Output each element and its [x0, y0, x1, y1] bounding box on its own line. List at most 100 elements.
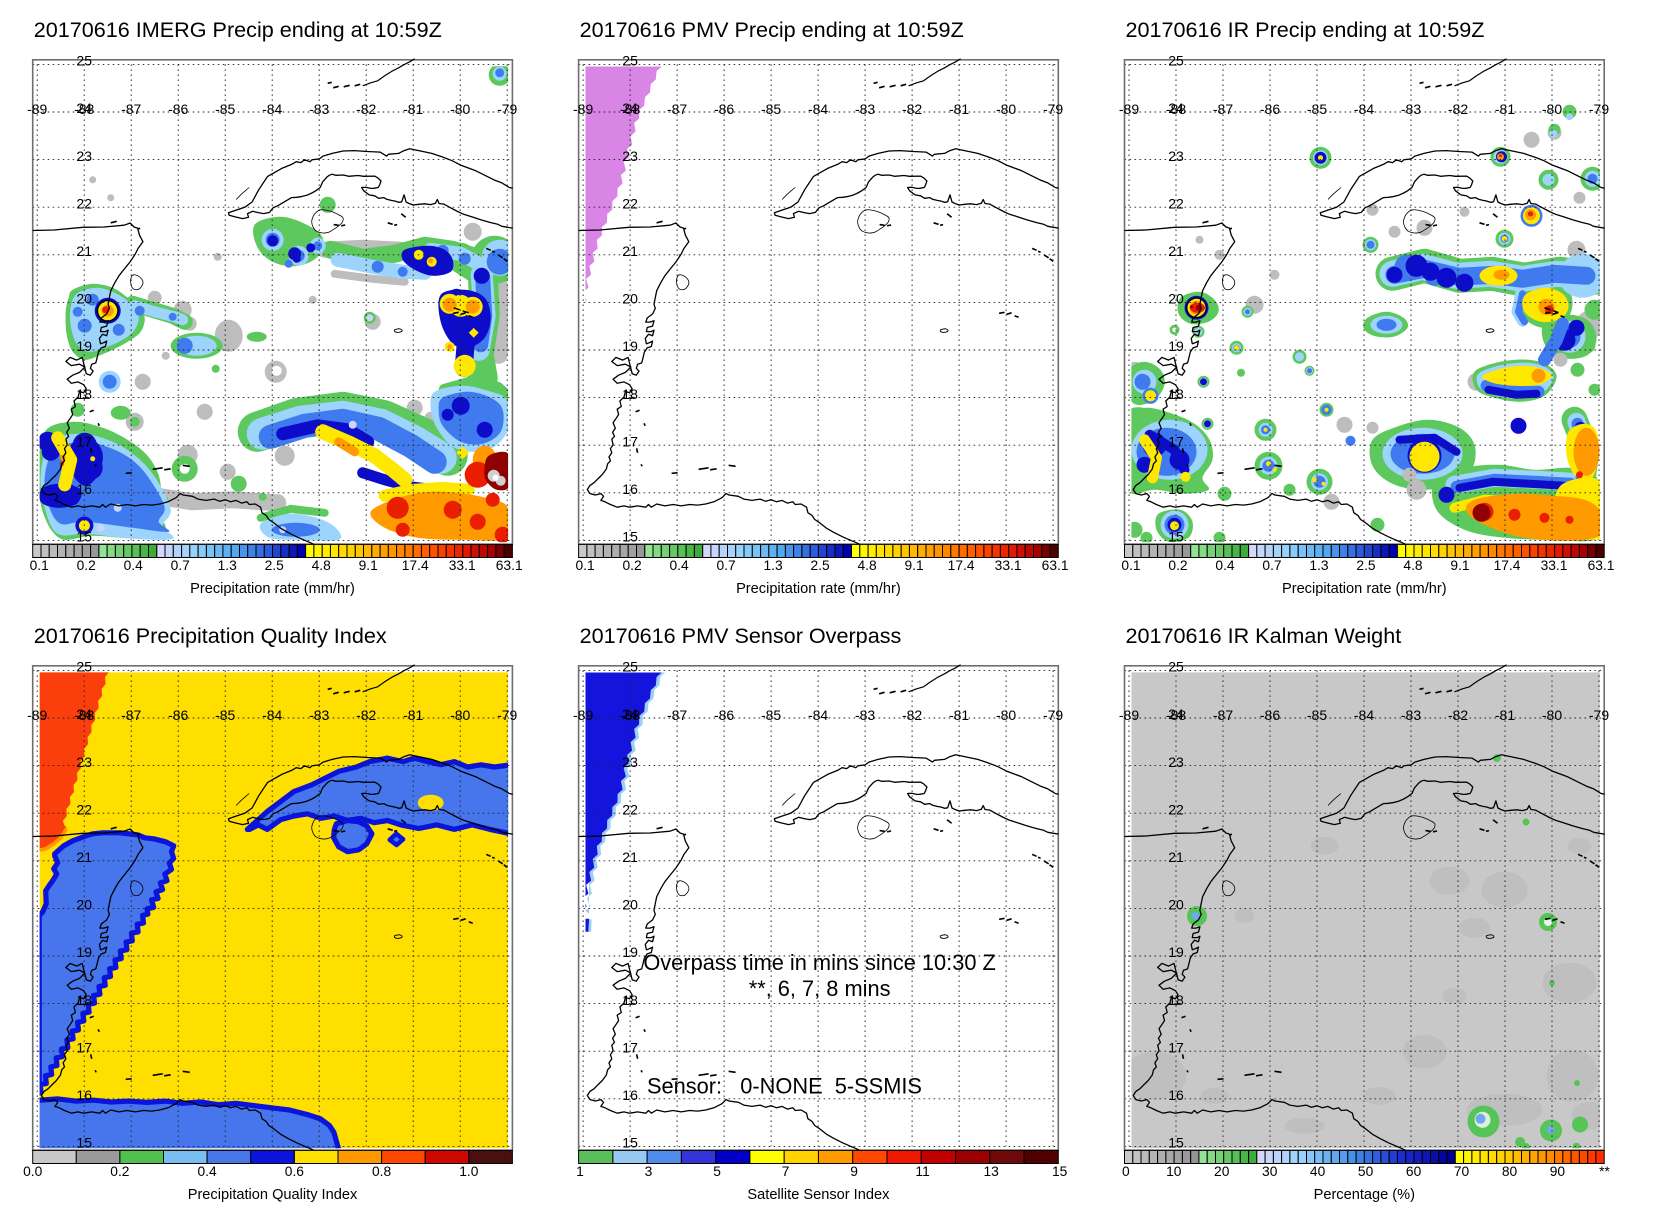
svg-text:18: 18	[622, 992, 638, 1008]
svg-text:25: 25	[622, 659, 638, 675]
svg-text:-79: -79	[497, 707, 517, 723]
svg-text:23: 23	[1168, 148, 1184, 164]
svg-text:-85: -85	[215, 101, 235, 117]
svg-text:0.2: 0.2	[623, 558, 642, 573]
svg-text:0.1: 0.1	[576, 558, 595, 573]
svg-text:-85: -85	[1307, 707, 1327, 723]
svg-text:19: 19	[76, 338, 92, 354]
svg-text:21: 21	[76, 243, 92, 259]
svg-text:0.2: 0.2	[1168, 558, 1187, 573]
svg-text:16: 16	[1168, 1087, 1184, 1103]
svg-text:25: 25	[1168, 53, 1184, 69]
svg-text:-82: -82	[902, 707, 922, 723]
svg-text:Sensor: 0-NONE 5-SSMIS: Sensor: 0-NONE 5-SSMIS	[647, 1073, 922, 1098]
svg-text:16: 16	[76, 1087, 92, 1103]
svg-text:0.8: 0.8	[372, 1164, 392, 1179]
svg-text:-88: -88	[74, 707, 94, 723]
svg-text:-87: -87	[1213, 707, 1233, 723]
svg-text:20: 20	[622, 897, 638, 913]
svg-text:-85: -85	[1307, 101, 1327, 117]
svg-text:19: 19	[1168, 944, 1184, 960]
svg-text:40: 40	[1310, 1164, 1326, 1179]
svg-text:17.4: 17.4	[1494, 558, 1521, 573]
svg-text:24: 24	[1168, 706, 1184, 722]
svg-text:17: 17	[1168, 1039, 1184, 1055]
svg-text:-79: -79	[497, 101, 517, 117]
svg-text:-83: -83	[1401, 101, 1421, 117]
svg-text:17: 17	[76, 1039, 92, 1055]
svg-text:20170616 IR Precip ending at 1: 20170616 IR Precip ending at 10:59Z	[1126, 17, 1485, 42]
svg-text:1.3: 1.3	[1309, 558, 1329, 573]
svg-text:22: 22	[1168, 195, 1184, 211]
svg-text:0.4: 0.4	[1215, 558, 1235, 573]
svg-text:-85: -85	[215, 707, 235, 723]
svg-text:63.1: 63.1	[1042, 558, 1069, 573]
svg-text:-84: -84	[262, 101, 282, 117]
svg-text:-84: -84	[262, 707, 282, 723]
svg-text:60: 60	[1406, 1164, 1422, 1179]
svg-text:0.4: 0.4	[198, 1164, 218, 1179]
svg-text:9.1: 9.1	[359, 558, 378, 573]
svg-text:-84: -84	[1354, 707, 1374, 723]
svg-text:-79: -79	[1589, 707, 1609, 723]
svg-text:-83: -83	[309, 101, 329, 117]
svg-text:-89: -89	[27, 707, 47, 723]
svg-text:2.5: 2.5	[265, 558, 285, 573]
svg-text:17: 17	[622, 1039, 638, 1055]
svg-text:-81: -81	[1495, 101, 1515, 117]
svg-text:-81: -81	[949, 101, 969, 117]
svg-text:19: 19	[622, 338, 638, 354]
svg-text:-79: -79	[1589, 101, 1609, 117]
svg-text:-80: -80	[996, 101, 1016, 117]
svg-text:22: 22	[76, 801, 92, 817]
svg-text:22: 22	[622, 801, 638, 817]
svg-text:20: 20	[1168, 897, 1184, 913]
svg-text:9.1: 9.1	[1450, 558, 1469, 573]
svg-text:63.1: 63.1	[496, 558, 523, 573]
svg-text:-87: -87	[1213, 101, 1233, 117]
svg-text:-86: -86	[168, 101, 188, 117]
svg-text:1.3: 1.3	[218, 558, 238, 573]
svg-text:-80: -80	[996, 707, 1016, 723]
svg-text:0.1: 0.1	[1121, 558, 1140, 573]
svg-text:23: 23	[1168, 754, 1184, 770]
svg-text:20: 20	[1168, 291, 1184, 307]
svg-text:-83: -83	[309, 707, 329, 723]
svg-text:18: 18	[76, 386, 92, 402]
svg-text:-80: -80	[1542, 101, 1562, 117]
svg-text:-87: -87	[121, 707, 141, 723]
svg-text:33.1: 33.1	[449, 558, 476, 573]
svg-text:70: 70	[1454, 1164, 1470, 1179]
svg-text:-82: -82	[356, 707, 376, 723]
svg-text:Precipitation rate (mm/hr): Precipitation rate (mm/hr)	[1282, 581, 1447, 597]
svg-text:-86: -86	[1260, 101, 1280, 117]
svg-text:24: 24	[76, 100, 92, 116]
svg-text:19: 19	[1168, 338, 1184, 354]
svg-text:20170616 IR Kalman Weight: 20170616 IR Kalman Weight	[1126, 623, 1402, 648]
svg-text:-88: -88	[1166, 101, 1186, 117]
svg-text:1.0: 1.0	[459, 1164, 479, 1179]
svg-text:18: 18	[76, 992, 92, 1008]
svg-text:20170616 PMV Precip ending at: 20170616 PMV Precip ending at 10:59Z	[580, 17, 964, 42]
svg-text:13: 13	[984, 1164, 1000, 1179]
svg-text:0.2: 0.2	[110, 1164, 129, 1179]
svg-text:-89: -89	[27, 101, 47, 117]
svg-text:-84: -84	[1354, 101, 1374, 117]
svg-text:20: 20	[76, 897, 92, 913]
svg-text:21: 21	[622, 243, 638, 259]
svg-text:23: 23	[76, 148, 92, 164]
svg-text:50: 50	[1358, 1164, 1374, 1179]
svg-text:17: 17	[622, 433, 638, 449]
svg-text:20170616 IMERG Precip ending a: 20170616 IMERG Precip ending at 10:59Z	[34, 17, 442, 42]
svg-text:25: 25	[76, 659, 92, 675]
svg-text:25: 25	[622, 53, 638, 69]
svg-text:9.1: 9.1	[905, 558, 924, 573]
svg-text:-83: -83	[855, 101, 875, 117]
svg-text:63.1: 63.1	[1588, 558, 1615, 573]
svg-text:1: 1	[576, 1164, 584, 1179]
svg-text:16: 16	[1168, 481, 1184, 497]
svg-text:11: 11	[915, 1164, 929, 1179]
svg-text:23: 23	[622, 148, 638, 164]
svg-text:-85: -85	[761, 707, 781, 723]
svg-text:-84: -84	[808, 707, 828, 723]
